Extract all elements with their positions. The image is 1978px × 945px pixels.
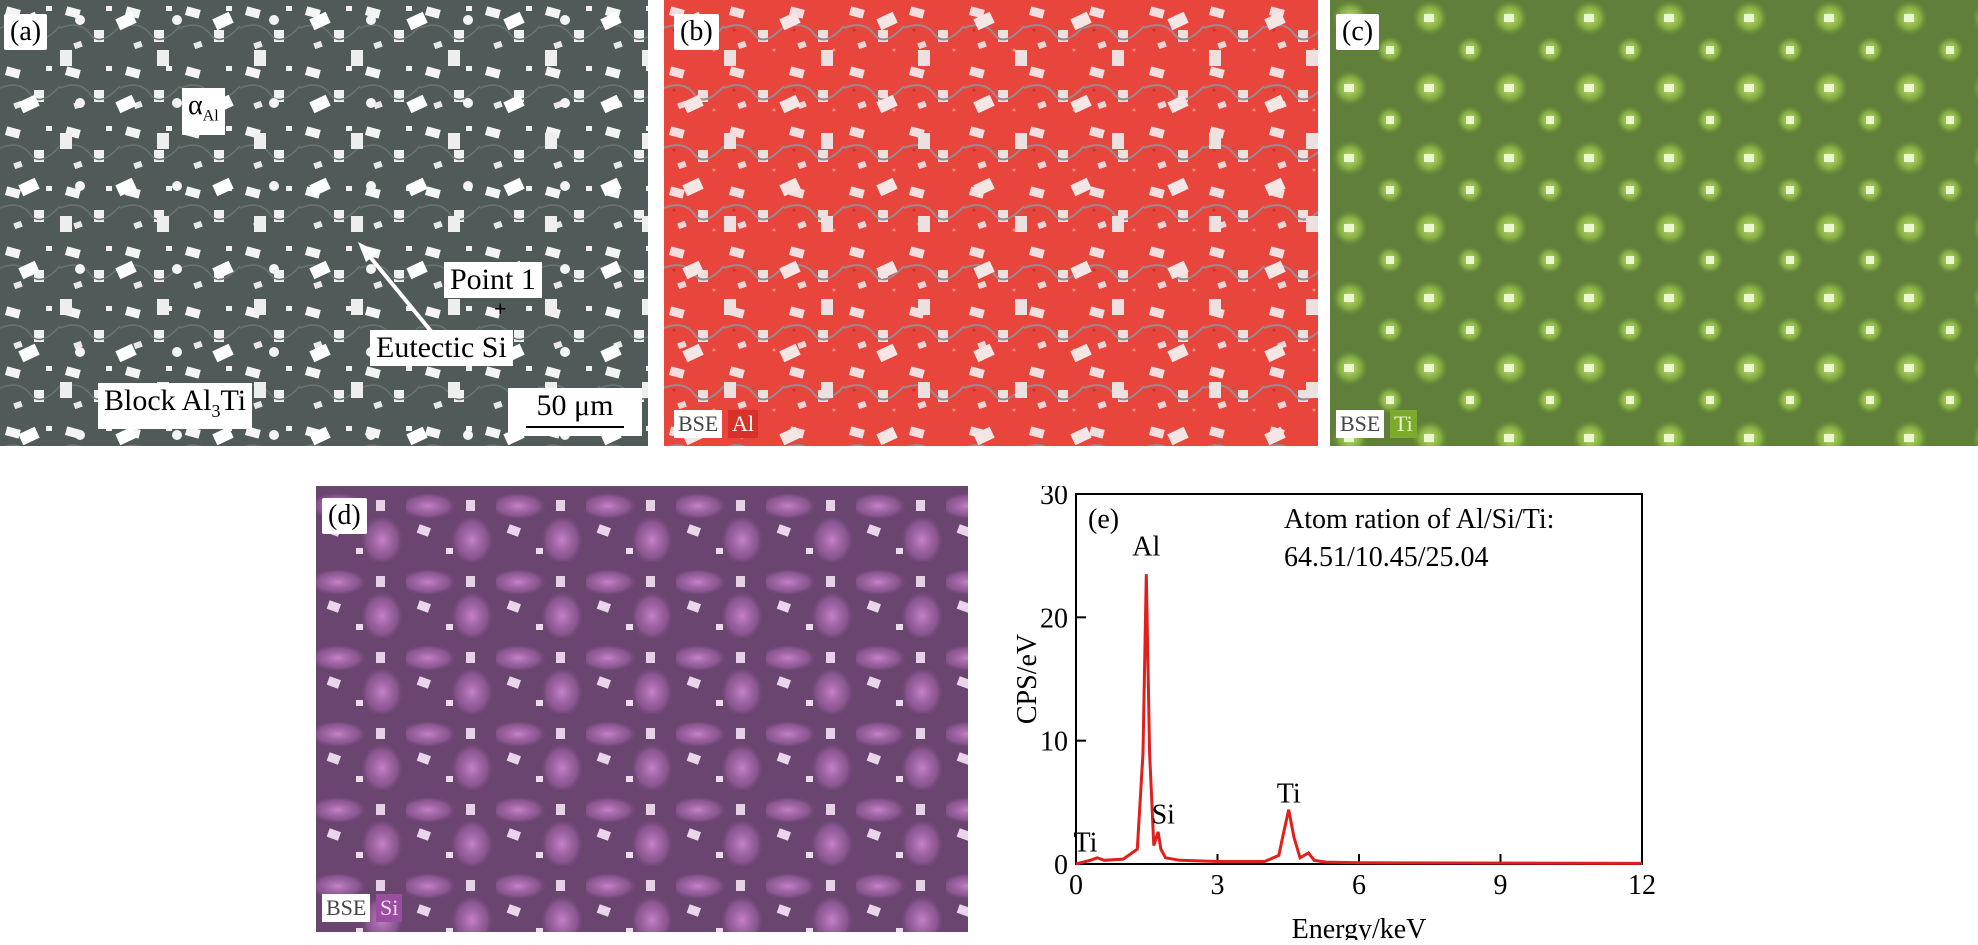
peak-label: Al [1132, 532, 1160, 563]
block-label-prefix: Block Al [104, 384, 212, 417]
y-axis-title: CPS/eV [1012, 634, 1043, 724]
bse-tag: BSE [1336, 410, 1385, 438]
spectrum-svg: (e) Atom ration of Al/Si/Ti: 64.51/10.45… [1012, 480, 1656, 945]
scale-bar-line [526, 426, 624, 428]
point-1-label: Point 1 [444, 262, 542, 298]
scale-bar: 50 μm [508, 388, 642, 436]
panel-e-label: (e) [1088, 504, 1119, 535]
eds-map-al-panel-b: (b) BSE Al [664, 0, 1318, 446]
panel-c-label: (c) [1336, 14, 1380, 50]
block-label-suffix: Ti [220, 384, 247, 417]
block-label-sub: 3 [211, 401, 221, 421]
bse-tag: BSE [674, 410, 723, 438]
scale-bar-text: 50 μm [536, 389, 614, 422]
y-tick-label: 10 [1040, 727, 1068, 758]
y-tick-label: 20 [1040, 603, 1068, 634]
x-tick-label: 6 [1352, 870, 1366, 901]
ti-element-tag: Ti [1390, 410, 1417, 438]
x-tick-label: 0 [1069, 870, 1083, 901]
sem-texture: + [0, 0, 648, 446]
eutectic-si-label: Eutectic Si [370, 330, 513, 366]
ti-map-texture [1330, 0, 1978, 446]
y-tick-label: 30 [1040, 486, 1068, 511]
atom-ratio-annotation-line2: 64.51/10.45/25.04 [1284, 542, 1489, 573]
y-tick-label: 0 [1054, 850, 1068, 881]
x-tick-label: 9 [1494, 870, 1508, 901]
x-axis-title: Energy/keV [1292, 914, 1427, 940]
panel-b-label: (b) [674, 14, 719, 50]
alpha-al-label: αAl [182, 88, 225, 135]
sem-image-panel-a: + (a) αAl Point 1 Eutectic Si Block Al3T… [0, 0, 648, 446]
x-tick-label: 12 [1628, 870, 1656, 901]
alpha-symbol: α [188, 90, 203, 121]
svg-text:+: + [494, 296, 507, 321]
peak-label: Ti [1073, 828, 1097, 859]
x-tick-label: 3 [1211, 870, 1225, 901]
atom-ratio-annotation-line1: Atom ration of Al/Si/Ti: [1284, 504, 1554, 535]
alpha-subscript: Al [202, 107, 219, 125]
spectrum-line [1075, 574, 1643, 866]
block-al3ti-label: Block Al3Ti [98, 383, 253, 429]
peak-label: Si [1152, 799, 1176, 830]
peak-label: Ti [1277, 778, 1301, 809]
peak-labels: Ti Al Si Ti [1073, 532, 1300, 859]
eds-spectrum-chart: (e) Atom ration of Al/Si/Ti: 64.51/10.45… [982, 480, 1662, 945]
si-map-texture [316, 486, 968, 932]
panel-a-label: (a) [4, 14, 48, 50]
al-map-texture [664, 0, 1318, 446]
eds-map-si-panel-d: (d) BSE Si [316, 486, 968, 932]
si-element-tag: Si [376, 894, 403, 922]
bse-tag: BSE [322, 894, 371, 922]
al-element-tag: Al [728, 410, 758, 438]
eds-map-ti-panel-c: (c) BSE Ti [1330, 0, 1978, 446]
panel-d-label: (d) [322, 498, 367, 534]
plot-frame [1075, 493, 1643, 865]
